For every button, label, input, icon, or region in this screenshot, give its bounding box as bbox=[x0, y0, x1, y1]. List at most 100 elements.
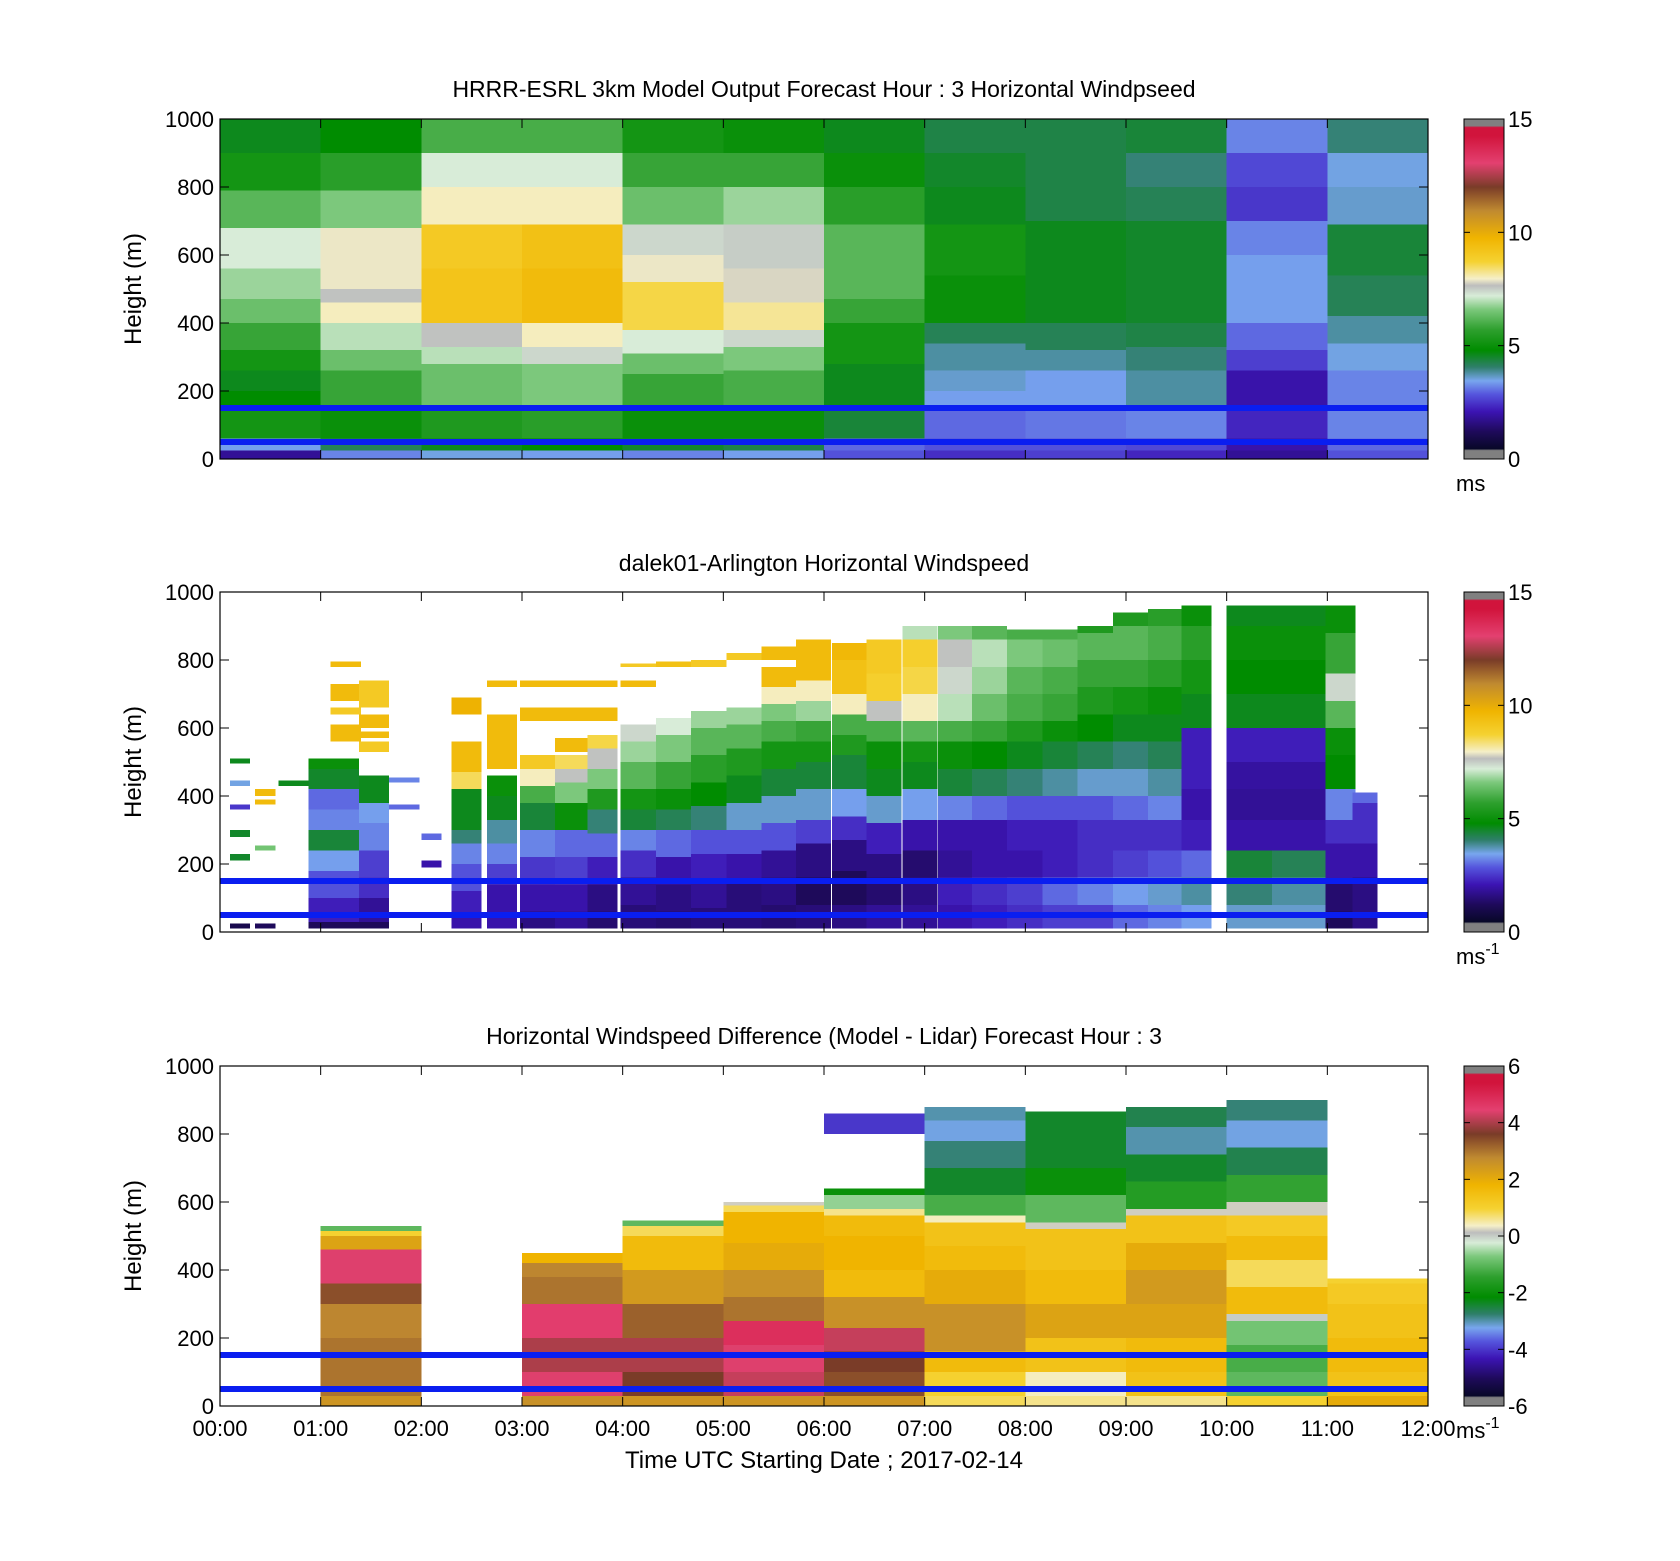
heat-cell bbox=[723, 224, 824, 269]
heat-cell bbox=[972, 768, 1008, 796]
heat-cell bbox=[1112, 819, 1149, 851]
heat-cell bbox=[358, 898, 390, 922]
heat-cell bbox=[902, 694, 938, 722]
heat-cell bbox=[620, 724, 656, 742]
panel-lidar-title: dalek01-Arlington Horizontal Windspeed bbox=[619, 550, 1029, 576]
heat-cell bbox=[622, 1253, 724, 1270]
colorbar-tick-label: 10 bbox=[1508, 220, 1532, 245]
colorbar-tick-label: 15 bbox=[1508, 580, 1532, 605]
heat-cell bbox=[795, 680, 831, 701]
heat-cell bbox=[1126, 323, 1227, 347]
heat-cell bbox=[1007, 768, 1043, 796]
heat-cell bbox=[1226, 408, 1328, 439]
heat-cell bbox=[832, 714, 868, 735]
panel-difference-hlines bbox=[220, 1352, 1428, 1392]
heat-cell bbox=[924, 275, 1026, 323]
heat-cell bbox=[1042, 721, 1078, 742]
heat-cell bbox=[486, 796, 517, 820]
heat-cell bbox=[1077, 626, 1113, 633]
y-tick-label: 600 bbox=[177, 1190, 214, 1215]
heat-cell bbox=[320, 1372, 422, 1396]
heat-cell bbox=[421, 860, 442, 868]
heat-cell bbox=[1126, 370, 1227, 408]
heat-cell bbox=[691, 830, 727, 854]
heat-cell bbox=[1352, 792, 1378, 803]
heat-cell bbox=[1325, 632, 1356, 674]
heat-cell bbox=[761, 646, 797, 660]
heat-cell bbox=[691, 782, 727, 807]
heat-cell bbox=[308, 758, 359, 769]
heat-cell bbox=[1327, 450, 1428, 459]
heat-cell bbox=[620, 850, 656, 878]
heat-cell bbox=[924, 1304, 1026, 1352]
y-tick-label: 1000 bbox=[165, 107, 214, 132]
heat-cell bbox=[1007, 796, 1043, 820]
heat-cell bbox=[1126, 1154, 1227, 1182]
heat-cell bbox=[1226, 1395, 1328, 1406]
heat-cell bbox=[866, 673, 902, 701]
y-tick-label: 200 bbox=[177, 1326, 214, 1351]
heat-cell bbox=[620, 741, 656, 762]
heat-cell bbox=[620, 809, 656, 830]
heat-cell bbox=[1148, 741, 1184, 769]
heat-cell bbox=[1325, 728, 1356, 756]
colorbar-tick-label: 10 bbox=[1508, 693, 1532, 718]
panel-lidar: dalek01-Arlington Horizontal Windspeed 0… bbox=[120, 550, 1532, 969]
heat-cell bbox=[1077, 768, 1113, 796]
heat-cell bbox=[1148, 714, 1184, 742]
panel-model-colorbar: 0 5 10 15 ms bbox=[1456, 107, 1532, 496]
heat-cell bbox=[795, 660, 831, 681]
heat-cell bbox=[220, 450, 321, 459]
heat-cell bbox=[1226, 221, 1328, 255]
heat-cell bbox=[691, 728, 727, 756]
heat-cell bbox=[1077, 819, 1113, 851]
heat-cell bbox=[795, 762, 831, 790]
heat-cell bbox=[622, 153, 724, 187]
heat-cell bbox=[555, 768, 591, 783]
heat-cell bbox=[255, 923, 276, 929]
heat-cell bbox=[726, 881, 762, 912]
heat-cell bbox=[622, 187, 724, 225]
heat-cell bbox=[1181, 789, 1212, 820]
heat-cell bbox=[358, 731, 390, 739]
heat-cell bbox=[1327, 153, 1428, 187]
heat-cell bbox=[723, 329, 824, 347]
y-tick-label: 800 bbox=[177, 175, 214, 200]
heat-cell bbox=[622, 450, 724, 459]
panel-difference-ylabel: Height (m) bbox=[120, 1180, 147, 1292]
heat-cell bbox=[622, 1236, 724, 1253]
y-tick-label: 200 bbox=[177, 852, 214, 877]
heat-cell bbox=[555, 755, 591, 769]
y-tick-label: 600 bbox=[177, 243, 214, 268]
y-tick-label: 400 bbox=[177, 1258, 214, 1283]
heat-cell bbox=[723, 408, 824, 439]
heat-cell bbox=[1126, 1270, 1227, 1304]
heat-cell bbox=[230, 923, 251, 929]
heat-cell bbox=[1226, 1321, 1328, 1345]
heat-cell bbox=[1042, 819, 1078, 851]
heat-cell bbox=[726, 830, 762, 854]
heat-cell bbox=[924, 1106, 1026, 1121]
heat-cell bbox=[866, 796, 902, 824]
x-tick-label: 02:00 bbox=[394, 1416, 449, 1441]
heat-cell bbox=[220, 119, 321, 153]
heat-cell bbox=[723, 1202, 824, 1206]
heat-cell bbox=[486, 843, 517, 864]
heat-cell bbox=[1126, 1372, 1227, 1396]
heat-cell bbox=[1327, 1304, 1428, 1338]
heat-cell bbox=[358, 921, 390, 929]
heat-cell bbox=[451, 891, 482, 915]
heat-cell bbox=[1112, 796, 1149, 820]
heat-cell bbox=[587, 748, 618, 769]
heat-cell bbox=[451, 789, 482, 830]
heat-cell bbox=[1126, 119, 1227, 153]
heat-cell bbox=[1025, 1304, 1126, 1338]
heat-cell bbox=[1226, 187, 1328, 221]
heat-cell bbox=[655, 830, 692, 858]
heat-cell bbox=[1226, 1174, 1328, 1202]
heat-cell bbox=[1007, 850, 1043, 878]
heat-cell bbox=[451, 830, 482, 844]
heat-cell bbox=[1126, 187, 1227, 221]
heat-cell bbox=[655, 884, 692, 912]
heat-cell bbox=[1327, 224, 1428, 276]
